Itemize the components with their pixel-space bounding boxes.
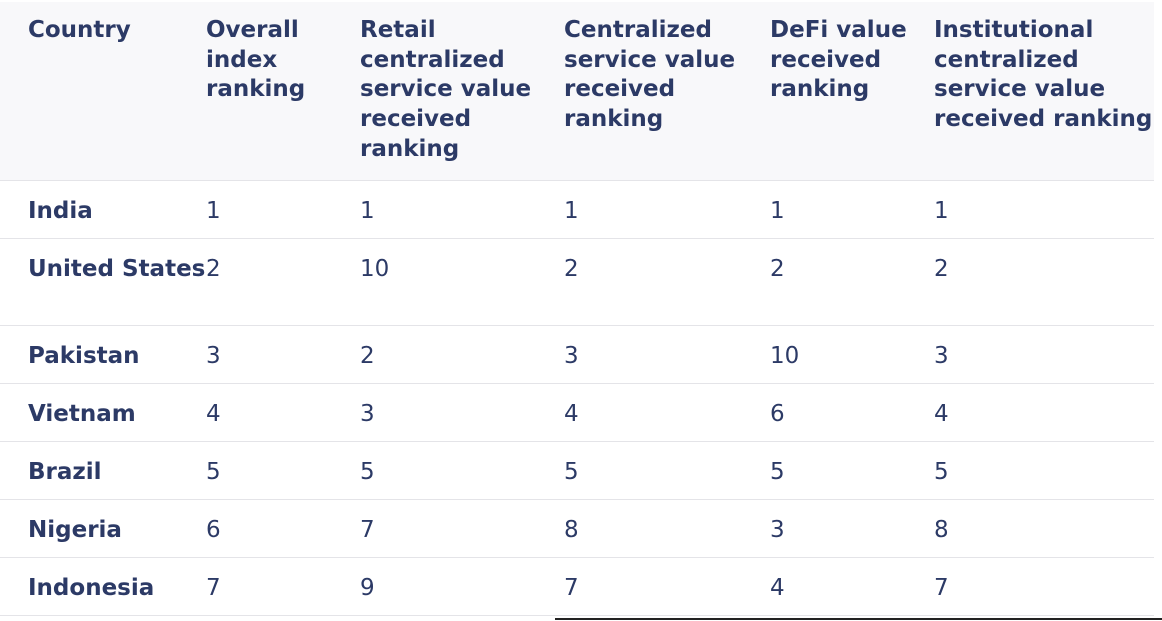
table-row: Vietnam 4 3 4 6 4 — [0, 383, 1154, 442]
cell-institutional: 8 — [934, 499, 1154, 558]
cell-country: Brazil — [0, 441, 206, 500]
cell-centralized: 4 — [564, 383, 770, 442]
table-row: United States 2 10 2 2 2 — [0, 238, 1154, 326]
cell-overall: 3 — [206, 325, 360, 384]
cell-institutional: 1 — [934, 180, 1154, 239]
cell-country: Nigeria — [0, 499, 206, 558]
cell-defi: 1 — [770, 180, 934, 239]
cell-country: India — [0, 180, 206, 239]
cell-institutional: 2 — [934, 238, 1154, 326]
table-header: Country Overall index ranking Retail cen… — [0, 2, 1154, 181]
table-row: Indonesia 7 9 7 4 7 — [0, 557, 1154, 616]
cell-retail: 2 — [360, 325, 564, 384]
cell-defi: 6 — [770, 383, 934, 442]
cell-country: Pakistan — [0, 325, 206, 384]
header-defi-ranking: DeFi value received ranking — [770, 2, 934, 181]
cell-defi: 5 — [770, 441, 934, 500]
cell-centralized: 7 — [564, 557, 770, 616]
cell-centralized: 5 — [564, 441, 770, 500]
header-retail-centralized-ranking: Retail centralized service value receive… — [360, 2, 564, 181]
cell-retail: 7 — [360, 499, 564, 558]
header-country: Country — [0, 2, 206, 181]
table-row: Brazil 5 5 5 5 5 — [0, 441, 1154, 500]
cell-institutional: 5 — [934, 441, 1154, 500]
header-institutional-ranking: Institutional centralized service value … — [934, 2, 1154, 181]
cell-defi: 2 — [770, 238, 934, 326]
cell-retail: 9 — [360, 557, 564, 616]
cell-overall: 4 — [206, 383, 360, 442]
cell-country: Indonesia — [0, 557, 206, 616]
header-row: Country Overall index ranking Retail cen… — [0, 2, 1154, 181]
cell-centralized: 1 — [564, 180, 770, 239]
cell-defi: 4 — [770, 557, 934, 616]
cell-retail: 3 — [360, 383, 564, 442]
cell-defi: 3 — [770, 499, 934, 558]
cell-overall: 5 — [206, 441, 360, 500]
bottom-divider-line — [555, 618, 1162, 620]
cell-retail: 1 — [360, 180, 564, 239]
cell-institutional: 4 — [934, 383, 1154, 442]
cell-institutional: 7 — [934, 557, 1154, 616]
table-row: Pakistan 3 2 3 10 3 — [0, 325, 1154, 384]
header-centralized-ranking: Centralized service value received ranki… — [564, 2, 770, 181]
cell-overall: 1 — [206, 180, 360, 239]
cell-overall: 2 — [206, 238, 360, 326]
cell-retail: 10 — [360, 238, 564, 326]
cell-overall: 7 — [206, 557, 360, 616]
table-row: India 1 1 1 1 1 — [0, 180, 1154, 239]
table-body: India 1 1 1 1 1 United States 2 10 2 2 2… — [0, 180, 1154, 616]
cell-overall: 6 — [206, 499, 360, 558]
cell-centralized: 2 — [564, 238, 770, 326]
cell-institutional: 3 — [934, 325, 1154, 384]
cell-defi: 10 — [770, 325, 934, 384]
header-overall-index-ranking: Overall index ranking — [206, 2, 360, 181]
cell-centralized: 3 — [564, 325, 770, 384]
cell-country: Vietnam — [0, 383, 206, 442]
cell-country: United States — [0, 238, 206, 326]
cell-centralized: 8 — [564, 499, 770, 558]
table-row: Nigeria 6 7 8 3 8 — [0, 499, 1154, 558]
cell-retail: 5 — [360, 441, 564, 500]
